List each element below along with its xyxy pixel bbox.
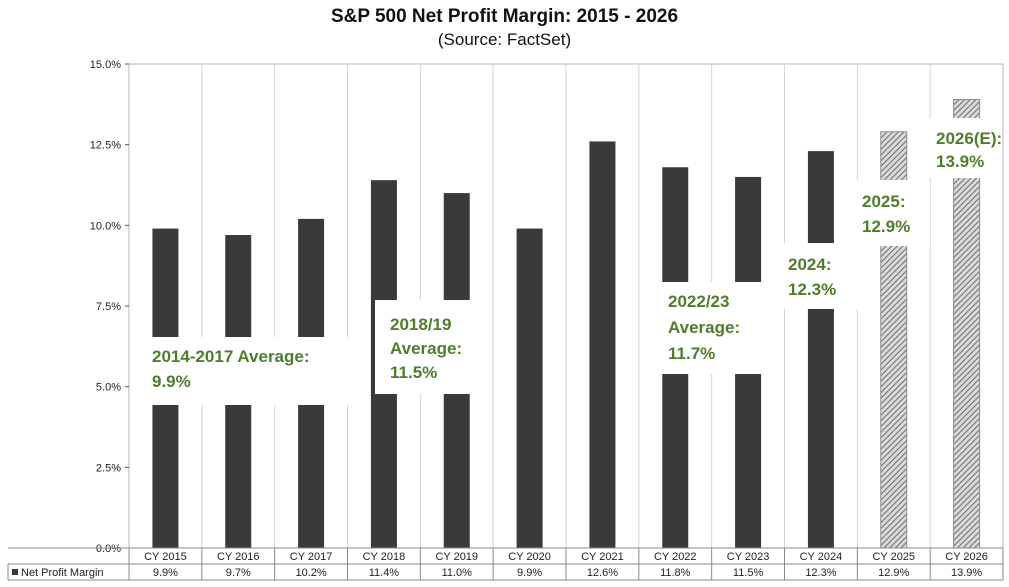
- annotation-box: [848, 180, 930, 246]
- grid: [128, 63, 1004, 549]
- annotation-text: 2024:: [788, 255, 831, 274]
- annotation-text: 2025:: [862, 192, 905, 211]
- data-label: 12.6%: [587, 567, 618, 579]
- data-label: 9.9%: [517, 567, 542, 579]
- y-tick-label: 10.0%: [90, 220, 121, 232]
- annotation-box: [652, 282, 774, 374]
- bar-cy-2020: [516, 228, 543, 548]
- annotation-text: 12.9%: [862, 217, 910, 236]
- data-label: 11.5%: [733, 567, 764, 579]
- data-label: 11.8%: [660, 567, 691, 579]
- data-label: 13.9%: [951, 567, 982, 579]
- chart-subtitle: (Source: FactSet): [437, 30, 572, 49]
- x-tick-label: CY 2016: [217, 551, 260, 563]
- y-tick-label: 5.0%: [96, 382, 121, 394]
- x-tick-label: CY 2024: [800, 551, 843, 563]
- annotation-box: [375, 300, 490, 394]
- data-label: 9.7%: [226, 567, 251, 579]
- annotation-text: 2018/19: [390, 315, 451, 334]
- data-label: 10.2%: [295, 567, 326, 579]
- bar-cy-2024: [807, 151, 834, 548]
- y-tick-label: 15.0%: [90, 59, 121, 71]
- x-tick-label: CY 2018: [363, 551, 406, 563]
- annotation-text: 11.7%: [668, 344, 715, 363]
- x-tick-label: CY 2020: [508, 551, 551, 563]
- annotation-box: [926, 118, 1000, 178]
- y-axis: 0.0% 2.5% 5.0% 7.5% 10.0% 12.5% 15.0%: [90, 59, 129, 555]
- x-tick-label: CY 2023: [727, 551, 770, 563]
- x-tick-label: CY 2015: [144, 551, 187, 563]
- y-tick-label: 0.0%: [96, 543, 121, 555]
- legend-label: Net Profit Margin: [21, 567, 104, 579]
- annotation-box: [772, 243, 860, 309]
- x-tick-label: CY 2019: [435, 551, 478, 563]
- x-tick-label: CY 2022: [654, 551, 697, 563]
- x-tick-label: CY 2021: [581, 551, 624, 563]
- annotations: 2014-2017 Average: 9.9% 2018/19 Average: 11.…: [148, 118, 1002, 405]
- y-tick-label: 7.5%: [96, 301, 121, 313]
- chart-title: S&P 500 Net Profit Margin: 2015 - 2026: [330, 6, 679, 27]
- annotation-text: 13.9%: [936, 152, 984, 171]
- annotation-box: [148, 337, 360, 405]
- x-tick-label: CY 2026: [945, 551, 988, 563]
- data-label: 12.9%: [878, 567, 909, 579]
- bar-cy-2021: [589, 141, 616, 548]
- x-tick-label: CY 2017: [290, 551, 333, 563]
- data-label: 11.4%: [369, 567, 400, 579]
- annotation-text: 2026(E):: [936, 129, 1002, 148]
- data-label: 9.9%: [153, 567, 178, 579]
- annotation-text: 2014-2017 Average:: [152, 347, 310, 366]
- annotation-text: 12.3%: [788, 280, 836, 299]
- annotation-text: 11.5%: [390, 363, 437, 382]
- annotation-text: 2022/23: [668, 292, 729, 311]
- annotation-text: Average:: [390, 339, 462, 358]
- legend-swatch: [12, 569, 18, 575]
- data-label: 11.0%: [442, 567, 473, 579]
- annotation-text: 9.9%: [152, 372, 191, 391]
- x-tick-label: CY 2025: [872, 551, 915, 563]
- data-table: CY 2015 9.9% CY 2016 9.7% CY 2017 10.2% CY 201…: [7, 547, 1004, 581]
- y-tick-label: 12.5%: [90, 140, 121, 152]
- data-label: 12.3%: [805, 567, 836, 579]
- annotation-text: Average:: [668, 318, 740, 337]
- y-tick-label: 2.5%: [96, 462, 121, 474]
